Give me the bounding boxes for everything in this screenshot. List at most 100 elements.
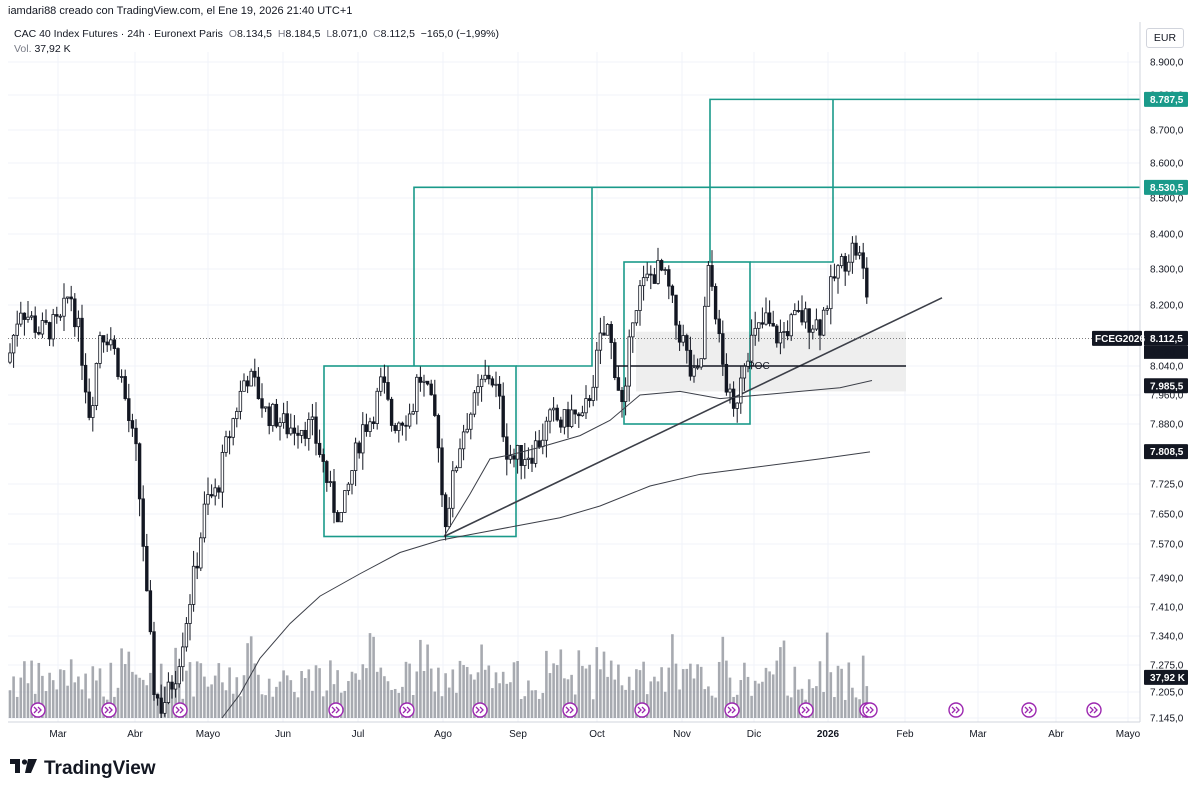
dividend-arrow-icon[interactable] — [798, 702, 814, 718]
candle-body — [382, 376, 387, 383]
candle-body — [37, 332, 41, 335]
time-tick-label: Sep — [509, 729, 527, 740]
dividend-arrow-icon[interactable] — [1086, 702, 1102, 718]
volume-bar — [699, 666, 703, 718]
candle-body — [116, 348, 120, 377]
candle-body — [854, 242, 858, 256]
event-marker-arrow — [1089, 706, 1098, 714]
volume-bar — [617, 664, 620, 718]
event-marker-arrow — [1024, 706, 1033, 714]
candle-body — [321, 454, 325, 462]
candle-body — [757, 322, 761, 329]
currency-button[interactable]: EUR — [1146, 28, 1184, 48]
candle-body — [94, 363, 99, 406]
candle-body — [350, 470, 354, 485]
volume-bar — [66, 685, 69, 718]
candle-body — [177, 666, 181, 685]
price-tick-label: 7.275,0 — [1150, 661, 1184, 672]
volume-bar — [278, 681, 282, 718]
symbol-name[interactable]: CAC 40 Index Futures · 24h · Euronext Pa… — [14, 28, 223, 40]
candle-body — [235, 411, 239, 420]
candle-body — [163, 702, 167, 714]
candle-body — [227, 436, 232, 439]
volume-bar — [491, 688, 494, 718]
candle-body — [217, 487, 221, 493]
candle-body — [278, 422, 282, 427]
volume-bar — [703, 689, 707, 718]
event-marker-ring — [399, 702, 415, 718]
volume-bar — [786, 695, 789, 718]
price-axis[interactable]: 8.900,08.800,08.700,08.600,08.500,08.400… — [1092, 22, 1188, 725]
time-tick-label: Oct — [589, 729, 605, 740]
candle-body — [861, 252, 865, 269]
candle-body — [656, 260, 660, 284]
event-marker-ring — [1021, 702, 1037, 718]
volume-bar — [282, 670, 285, 718]
candle-body — [818, 319, 822, 336]
volume-bar — [87, 698, 91, 718]
volume-bar — [678, 689, 681, 718]
candle-body — [83, 364, 88, 393]
volume-bar — [523, 696, 527, 718]
dividend-arrow-icon[interactable] — [562, 702, 578, 718]
time-axis[interactable]: Mar Abr Mayo Jun Jul Ago Sep Oct Nov Dic 2026 Feb Ma… — [8, 721, 1141, 740]
price-tick-label: 8.200,0 — [1150, 301, 1184, 312]
volume-bar — [213, 675, 217, 718]
volume-bar — [188, 662, 192, 718]
volume-bar — [267, 678, 271, 718]
volume-bar — [620, 685, 624, 718]
candle-body — [724, 363, 729, 393]
candle-body — [760, 322, 765, 325]
volume-bar — [257, 674, 260, 718]
candle-body — [465, 428, 469, 433]
volume-bar — [757, 683, 761, 718]
dividend-arrow-icon[interactable] — [634, 702, 650, 718]
dividend-arrow-icon[interactable] — [101, 702, 117, 718]
dividend-arrow-icon[interactable] — [172, 702, 188, 718]
candle-body — [602, 332, 606, 336]
dividend-arrow-icon[interactable] — [1021, 702, 1037, 718]
volume-bar — [854, 697, 858, 718]
candle-body — [857, 252, 862, 256]
candle-body — [404, 424, 408, 427]
target-box-2 — [750, 99, 834, 263]
candle-body — [274, 403, 279, 427]
candle-body — [598, 332, 603, 351]
candle-body — [411, 411, 415, 415]
dividend-arrow-icon[interactable] — [328, 702, 344, 718]
candle-body — [591, 386, 595, 401]
candle-body — [778, 331, 783, 344]
dividend-arrow-icon[interactable] — [30, 702, 46, 718]
volume-bars — [8, 632, 869, 718]
event-markers[interactable] — [30, 702, 1102, 718]
time-tick-label: Dic — [747, 729, 761, 740]
volume-bar — [595, 647, 599, 718]
volume-bar — [815, 686, 818, 718]
dividend-arrow-icon[interactable] — [862, 702, 878, 718]
candle-body — [497, 383, 502, 397]
volume-bar — [41, 675, 44, 718]
dividend-arrow-icon[interactable] — [472, 702, 488, 718]
candle-body — [609, 323, 613, 343]
candle-body — [641, 277, 646, 287]
volume-value: 37,92 K — [34, 43, 71, 55]
volume-bar — [177, 684, 181, 718]
volume-bar — [728, 677, 732, 718]
candle-body — [713, 286, 718, 320]
dividend-arrow-icon[interactable] — [948, 702, 964, 718]
candle-body — [238, 390, 243, 412]
candle-body — [389, 398, 394, 426]
time-tick-label: Mar — [49, 729, 67, 740]
event-marker-ring — [1086, 702, 1102, 718]
dividend-arrow-icon[interactable] — [399, 702, 415, 718]
dividend-arrow-icon[interactable] — [724, 702, 740, 718]
symbol-legend: CAC 40 Index Futures · 24h · Euronext Pa… — [14, 28, 499, 40]
time-tick-label: Mayo — [196, 729, 221, 740]
price-tick-label: 7.880,0 — [1150, 420, 1184, 431]
candle-body — [371, 421, 376, 424]
volume-bar — [401, 686, 404, 718]
volume-bar — [37, 662, 41, 718]
candle-body — [281, 413, 286, 423]
volume-bar — [498, 683, 501, 718]
